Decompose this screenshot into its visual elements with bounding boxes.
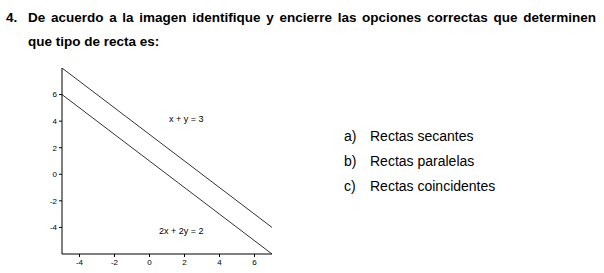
svg-text:0: 0: [147, 258, 152, 267]
svg-text:-2: -2: [111, 258, 119, 267]
html-text:Rectas coincidentes: Rectas coincidentes: [370, 178, 496, 194]
html-text:4.: 4.: [6, 10, 18, 25]
html-text:c): c): [344, 178, 356, 194]
svg-text:6: 6: [53, 90, 58, 99]
svg-text:4: 4: [53, 117, 58, 126]
svg-text:-4: -4: [76, 258, 84, 267]
html-text:Rectas paralelas: Rectas paralelas: [370, 153, 475, 169]
html-text:Rectas secantes: Rectas secantes: [370, 128, 474, 144]
svg-text:-2: -2: [50, 197, 58, 206]
html-text:2x + 2y = 2: 2x + 2y = 2: [159, 226, 204, 236]
html-text:a): a): [344, 128, 357, 144]
html-text:De acuerdo a la imagen identif: De acuerdo a la imagen identifique y enc…: [28, 10, 596, 49]
svg-text:2: 2: [182, 258, 187, 267]
svg-text:6: 6: [252, 258, 257, 267]
svg-text:0: 0: [53, 170, 58, 179]
svg-text:-4: -4: [50, 223, 58, 232]
html-text:b): b): [344, 153, 357, 169]
html-text:x + y = 3: x + y = 3: [169, 114, 204, 124]
svg-text:4: 4: [217, 258, 222, 267]
svg-text:2: 2: [53, 144, 58, 153]
